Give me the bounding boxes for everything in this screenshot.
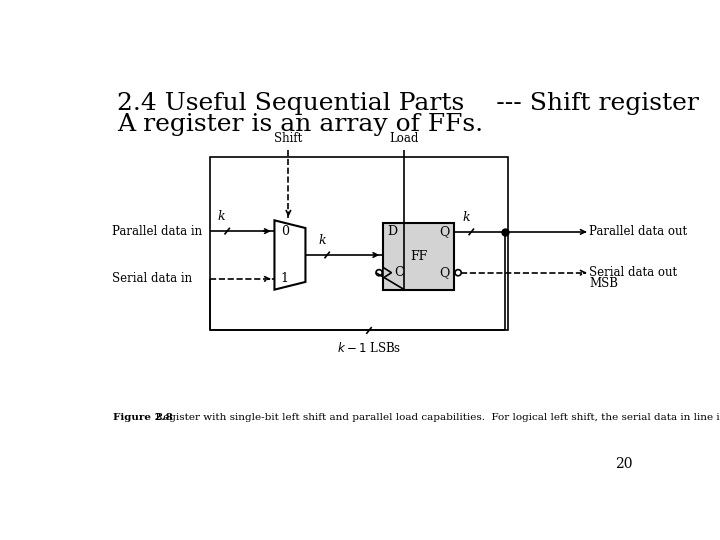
Text: Serial data in: Serial data in (112, 272, 192, 285)
Text: Figure 2.8: Figure 2.8 (113, 413, 173, 422)
Text: $k-1$ LSBs: $k-1$ LSBs (337, 341, 401, 355)
Text: A register is an array of FFs.: A register is an array of FFs. (117, 112, 483, 136)
Text: C: C (394, 266, 403, 279)
Bar (383, 222, 454, 289)
Text: 20: 20 (615, 457, 632, 471)
Text: Parallel data out: Parallel data out (589, 225, 687, 238)
Text: FF: FF (410, 249, 427, 262)
Text: 0: 0 (281, 225, 289, 238)
Polygon shape (274, 220, 305, 289)
Text: 2.4 Useful Sequential Parts    --- Shift register: 2.4 Useful Sequential Parts --- Shift re… (117, 92, 699, 115)
Text: Q: Q (439, 225, 449, 238)
Text: Parallel data in: Parallel data in (112, 225, 202, 238)
Text: MSB: MSB (589, 277, 618, 290)
Text: Register with single-bit left shift and parallel load capabilities.  For logical: Register with single-bit left shift and … (149, 413, 720, 422)
Text: Shift: Shift (274, 132, 302, 145)
Polygon shape (383, 267, 392, 278)
Text: 1: 1 (281, 272, 289, 285)
Text: Load: Load (390, 132, 419, 145)
Text: k: k (319, 234, 326, 247)
Text: D: D (387, 225, 397, 238)
Text: Q: Q (439, 266, 449, 279)
Text: k: k (218, 211, 225, 224)
Bar (210, 157, 508, 330)
Text: k: k (462, 211, 469, 224)
Text: Serial data out: Serial data out (589, 266, 678, 279)
